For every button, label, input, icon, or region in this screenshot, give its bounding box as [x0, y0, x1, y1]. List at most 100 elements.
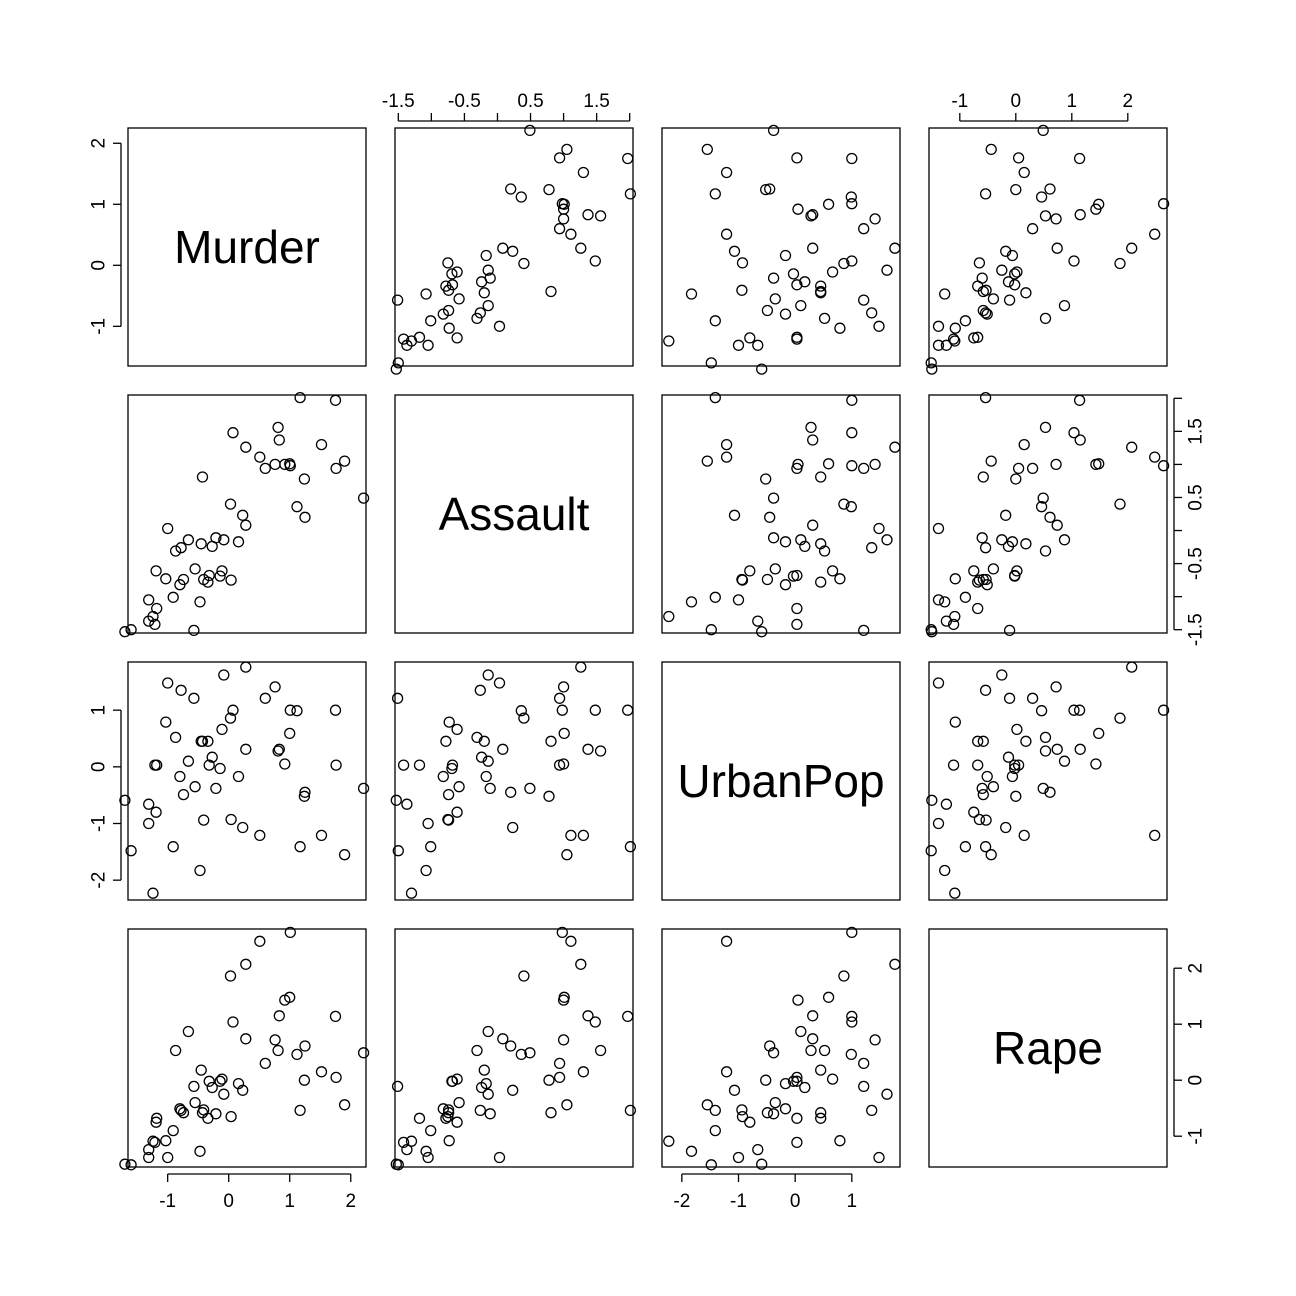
data-point: [799, 540, 811, 553]
data-point: [240, 743, 252, 755]
data-point: [443, 322, 455, 334]
data-point: [1011, 723, 1023, 736]
data-point: [858, 223, 870, 235]
data-point: [818, 545, 831, 557]
tick-label-rape: -1: [951, 91, 968, 112]
data-point: [846, 460, 858, 472]
data-point: [845, 1048, 857, 1061]
data-point: [160, 573, 172, 585]
data-point: [147, 1135, 159, 1147]
data-point: [1037, 782, 1049, 795]
data-point: [565, 228, 577, 240]
data-point: [1012, 462, 1025, 475]
panel-murder-vs-rape: [928, 127, 1168, 367]
data-point: [390, 363, 402, 375]
data-point: [760, 183, 772, 196]
data-point: [1037, 124, 1049, 137]
data-point: [194, 1145, 206, 1157]
data-point: [188, 624, 200, 637]
data-point: [1126, 242, 1138, 254]
data-point: [216, 1073, 228, 1085]
tick-label-rape: 1: [1067, 91, 1078, 112]
data-point: [807, 1033, 819, 1045]
data-point: [736, 284, 748, 296]
data-point: [732, 594, 745, 606]
data-point: [705, 624, 717, 636]
data-point: [792, 203, 804, 215]
tick-label-urbanpop: -2: [673, 1191, 690, 1212]
data-point: [195, 735, 207, 747]
data-point: [330, 1071, 342, 1084]
data-point: [162, 677, 174, 689]
tick-label-urbanpop: -2: [89, 872, 110, 889]
data-point: [815, 287, 827, 299]
data-point: [1000, 821, 1012, 834]
data-point: [210, 782, 222, 795]
data-point: [1044, 511, 1056, 523]
data-point: [425, 841, 437, 853]
data-point: [959, 315, 972, 327]
data-point: [582, 743, 594, 755]
data-point: [769, 1096, 781, 1109]
data-point: [1037, 492, 1049, 504]
data-point: [561, 143, 573, 156]
data-point: [1114, 712, 1126, 724]
panel-rape-vs-urbanpop: [661, 928, 901, 1168]
data-point: [401, 798, 413, 810]
tick-label-rape: 2: [1186, 963, 1207, 974]
tick-label-urbanpop: 0: [790, 1191, 801, 1212]
data-point: [889, 242, 901, 254]
data-point: [791, 618, 803, 631]
data-point: [985, 849, 997, 861]
data-point: [764, 1040, 776, 1052]
data-point: [1026, 462, 1039, 475]
tick-label-murder: 2: [89, 138, 110, 149]
data-point: [557, 213, 570, 225]
data-point: [1035, 501, 1048, 513]
data-point: [338, 455, 351, 467]
tick-label-rape: 0: [1011, 91, 1022, 112]
data-point: [1157, 704, 1170, 716]
data-point: [553, 692, 566, 704]
tick-label-murder: -1: [159, 1191, 176, 1212]
tick-label-murder: 1: [284, 1191, 295, 1212]
data-point: [624, 1104, 637, 1117]
data-point: [505, 1040, 517, 1052]
data-point: [143, 1151, 155, 1164]
data-point: [160, 716, 172, 728]
tick-label-rape: 1: [1186, 1019, 1207, 1030]
data-point: [791, 152, 803, 164]
panel-urbanpop-vs-urbanpop: [661, 661, 901, 901]
data-point: [493, 1151, 506, 1164]
data-point: [577, 829, 590, 842]
data-point: [779, 308, 792, 320]
data-point: [147, 887, 159, 899]
data-point: [1068, 704, 1080, 716]
data-point: [764, 183, 776, 195]
data-point: [524, 124, 536, 137]
data-point: [553, 1057, 566, 1070]
data-point: [973, 257, 986, 269]
data-point: [834, 1135, 846, 1147]
data-point: [1074, 743, 1086, 755]
data-point: [858, 624, 870, 637]
data-point: [791, 1136, 803, 1149]
data-point: [779, 1077, 792, 1090]
data-point: [1020, 735, 1032, 747]
data-point: [826, 266, 839, 278]
tick-label-rape: -1: [1186, 1128, 1207, 1145]
data-point: [189, 1096, 201, 1109]
data-point: [846, 427, 858, 439]
data-point: [807, 1010, 819, 1022]
data-point: [1050, 458, 1062, 471]
data-point: [232, 1077, 245, 1090]
data-point: [284, 460, 296, 472]
data-point: [446, 759, 459, 771]
data-point: [553, 223, 566, 235]
data-point: [291, 1048, 303, 1061]
data-point: [1018, 829, 1030, 842]
data-point: [822, 991, 835, 1003]
data-point: [761, 573, 774, 586]
data-point: [484, 782, 496, 795]
panel-assault-vs-urbanpop: [661, 394, 901, 634]
